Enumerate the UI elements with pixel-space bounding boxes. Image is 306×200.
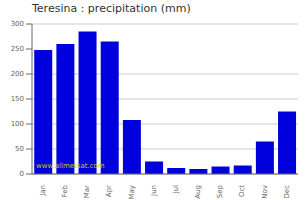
html-text:www.allmetsat.com: www.allmetsat.com	[36, 162, 105, 170]
svg-text:Jul: Jul	[172, 185, 180, 195]
svg-text:Sep: Sep	[216, 184, 224, 198]
svg-text:Dec: Dec	[283, 185, 291, 199]
svg-text:Nov: Nov	[261, 185, 269, 199]
svg-text:150: 150	[11, 95, 24, 103]
svg-text:50: 50	[15, 145, 24, 153]
svg-text:0: 0	[20, 170, 24, 178]
svg-text:Jan: Jan	[39, 185, 47, 197]
svg-text:250: 250	[11, 45, 24, 53]
html-text:Teresina : precipitation (mm): Teresina : precipitation (mm)	[32, 2, 191, 15]
svg-text:Apr: Apr	[105, 185, 113, 197]
svg-text:Oct: Oct	[238, 185, 246, 197]
svg-text:200: 200	[11, 70, 24, 78]
svg-text:May: May	[128, 185, 136, 199]
svg-text:Feb: Feb	[61, 184, 69, 197]
svg-text:Jun: Jun	[150, 185, 158, 197]
svg-text:Mar: Mar	[83, 185, 91, 198]
svg-text:Aug: Aug	[194, 185, 202, 199]
svg-text:100: 100	[11, 120, 24, 128]
svg-text:300: 300	[11, 20, 24, 28]
